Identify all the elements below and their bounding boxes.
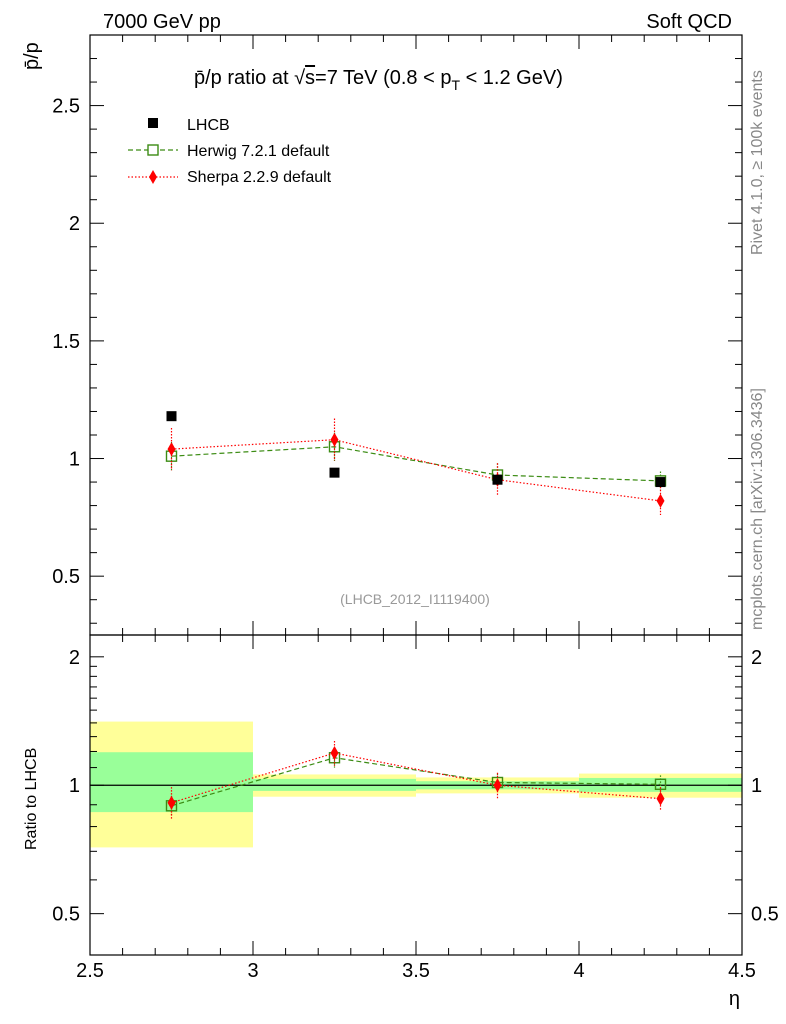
- ratio-y-axis-label: Ratio to LHCB: [23, 748, 40, 850]
- ratio-point-1-1: [330, 746, 339, 761]
- ratio-y-tick-label-right-0: 0.5: [751, 904, 779, 926]
- category-label: Soft QCD: [646, 11, 732, 33]
- legend-label-sherpa: Sherpa 2.2.9 default: [187, 169, 332, 186]
- legend: LHCB Herwig 7.2.1 default Sherpa 2.2.9 d…: [128, 117, 332, 186]
- main-y-tick-label-3: 2: [69, 213, 80, 235]
- plot-title: p̄/p ratio at √s=7 TeV (0.8 < pT < 1.2 G…: [194, 67, 563, 93]
- ratio-y-tick-label-1: 1: [69, 775, 80, 797]
- ratio-y-tick-label-right-1: 1: [751, 775, 762, 797]
- x-tick-label-1: 3: [247, 960, 258, 982]
- main-y-axis-label: p̄/p: [21, 42, 43, 70]
- legend-marker-lhcb: [148, 118, 158, 128]
- ratio-y-tick-label-2: 2: [69, 647, 80, 669]
- x-tick-label-2: 3.5: [402, 960, 430, 982]
- energy-label: 7000 GeV pp: [103, 11, 221, 33]
- mcplots-text: mcplots.cern.ch [arXiv:1306.3436]: [749, 388, 766, 630]
- title-s: s: [305, 67, 315, 89]
- main-point-0-3: [655, 477, 666, 488]
- title-end: < 1.2 GeV): [460, 67, 563, 89]
- x-axis-label: η: [729, 988, 740, 1010]
- ratio-y-tick-label-right-2: 2: [751, 647, 762, 669]
- main-line-2: [171, 439, 661, 502]
- legend-marker-sherpa: [149, 170, 157, 184]
- main-point-0-1: [329, 467, 340, 478]
- ratio-point-1-2: [493, 778, 502, 793]
- title-mid: /p ratio at: [205, 67, 294, 89]
- ratio-y-tick-label-0: 0.5: [52, 904, 80, 926]
- rivet-version-text: Rivet 4.1.0, ≥ 100k events: [749, 70, 766, 255]
- ratio-point-0-3: [654, 778, 667, 791]
- x-tick-label-0: 2.5: [76, 960, 104, 982]
- legend-label-lhcb: LHCB: [187, 117, 230, 134]
- legend-marker-herwig: [147, 144, 159, 156]
- main-y-tick-label-0: 0.5: [52, 566, 80, 588]
- main-point-2-3: [656, 493, 665, 508]
- ratio-point-1-0: [167, 795, 176, 810]
- title-subscript: T: [451, 77, 460, 93]
- ratio-line-0: [171, 757, 661, 807]
- main-line-1: [171, 446, 661, 482]
- legend-label-herwig: Herwig 7.2.1 default: [187, 143, 330, 160]
- title-pbar: p̄: [194, 67, 205, 89]
- analysis-reference: (LHCB_2012_I1119400): [340, 591, 490, 607]
- main-point-0-0: [166, 411, 177, 422]
- main-y-tick-label-4: 2.5: [52, 96, 80, 118]
- title-energy: =7 TeV (0.8 < p: [315, 67, 451, 89]
- x-tick-label-3: 4: [573, 960, 584, 982]
- main-y-tick-label-1: 1: [69, 449, 80, 471]
- ratio-line-1: [171, 752, 661, 804]
- title-root: √: [294, 67, 305, 89]
- main-point-2-1: [330, 432, 339, 447]
- ratio-point-1-3: [656, 791, 665, 806]
- main-point-2-0: [167, 442, 176, 457]
- main-point-0-2: [492, 474, 503, 485]
- x-tick-label-4: 4.5: [728, 960, 756, 982]
- main-y-tick-label-2: 1.5: [52, 331, 80, 353]
